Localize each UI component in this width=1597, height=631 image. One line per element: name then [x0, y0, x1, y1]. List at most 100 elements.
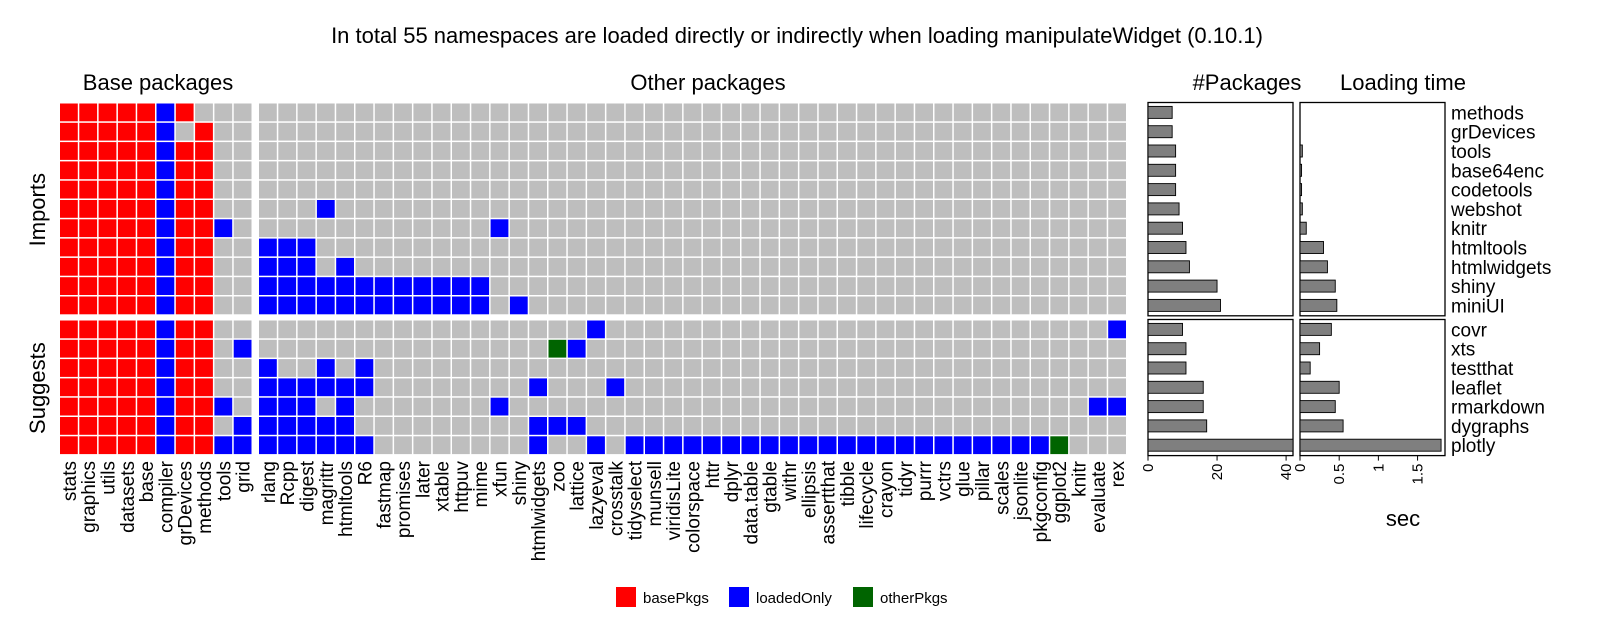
- cell-leaflet-R6: [355, 378, 374, 397]
- cell-xts-scales: [992, 339, 1011, 358]
- bar-n-packages-base64enc: [1147, 163, 1177, 177]
- column-label-tools: tools: [214, 461, 235, 501]
- cell-htmltools-methods: [195, 238, 213, 257]
- cell-htmlwidgets-ggplot2: [1050, 257, 1069, 276]
- cell-xts-lazyeval: [587, 339, 605, 358]
- cell-leaflet-viridisLite: [664, 378, 683, 397]
- cell-miniUI-gtable: [760, 296, 779, 315]
- cell-rmarkdown-xtable: [432, 397, 451, 416]
- cell-methods-gtable: [760, 103, 779, 122]
- bar-loading-time-htmltools: [1299, 241, 1324, 254]
- column-label-purrr: purrr: [915, 460, 936, 501]
- cell-miniUI-jsonlite: [1011, 296, 1030, 315]
- cell-grDevices-stats: [60, 122, 78, 141]
- cell-miniUI-viridisLite: [664, 296, 683, 315]
- cell-base64enc-vctrs: [934, 161, 953, 180]
- cell-shiny-zoo: [548, 277, 567, 295]
- bar-n-packages-codetools: [1147, 183, 1177, 197]
- cell-plotly-pkgconfig: [1031, 436, 1049, 455]
- cell-webshot-dplyr: [722, 200, 740, 218]
- cell-grDevices-htmlwidgets: [529, 122, 547, 141]
- cell-htmltools-base: [137, 238, 155, 257]
- cell-tools-crosstalk: [606, 142, 625, 160]
- cell-plotly-ellipsis: [799, 436, 818, 455]
- bar-n-packages-webshot: [1147, 202, 1180, 216]
- cell-webshot-grid: [233, 200, 252, 218]
- cell-tools-datasets: [117, 142, 136, 160]
- cell-shiny-gtable: [760, 277, 779, 295]
- cell-htmlwidgets-lifecycle: [857, 257, 876, 276]
- column-label-tidyr: tidyr: [896, 460, 917, 497]
- cell-dygraphs-lazyeval: [587, 417, 605, 435]
- cell-codetools-pkgconfig: [1031, 180, 1049, 199]
- cell-grDevices-grDevices: [175, 122, 194, 141]
- cell-codetools-magrittr: [316, 180, 335, 199]
- cell-tools-jsonlite: [1011, 142, 1030, 160]
- cell-dygraphs-httpuv: [452, 417, 470, 435]
- column-label-httr: httr: [703, 460, 724, 488]
- cell-methods-data.table: [741, 103, 760, 122]
- cell-grDevices-crosstalk: [606, 122, 625, 141]
- cell-htmltools-shiny: [509, 238, 528, 257]
- cell-methods-tidyr: [895, 103, 914, 122]
- cell-methods-promises: [394, 103, 412, 122]
- cell-webshot-tidyr: [895, 200, 914, 218]
- cell-testthat-tools: [214, 359, 233, 377]
- column-label-grDevices: grDevices: [176, 461, 197, 545]
- cell-webshot-lifecycle: [857, 200, 876, 218]
- cell-plotly-mime: [471, 436, 490, 455]
- cell-shiny-httr: [702, 277, 721, 295]
- cell-leaflet-tidyr: [895, 378, 914, 397]
- cell-codetools-base: [137, 180, 155, 199]
- cell-methods-magrittr: [316, 103, 335, 122]
- group-label-imports: Imports: [25, 173, 50, 246]
- cell-rmarkdown-scales: [992, 397, 1011, 416]
- cell-dygraphs-utils: [98, 417, 117, 435]
- cell-plotly-xfun: [490, 436, 509, 455]
- cell-methods-fastmap: [374, 103, 393, 122]
- cell-grDevices-compiler: [156, 122, 175, 141]
- cell-miniUI-htmlwidgets: [529, 296, 547, 315]
- cell-base64enc-lattice: [567, 161, 586, 180]
- cell-leaflet-datasets: [117, 378, 136, 397]
- cell-htmlwidgets-jsonlite: [1011, 257, 1030, 276]
- row-label-tools: tools: [1451, 142, 1491, 163]
- cell-tools-digest: [297, 142, 316, 160]
- cell-dygraphs-knitr: [1069, 417, 1088, 435]
- cell-webshot-ggplot2: [1050, 200, 1069, 218]
- cell-base64enc-assertthat: [818, 161, 837, 180]
- cell-htmltools-xtable: [432, 238, 451, 257]
- cell-htmlwidgets-rlang: [259, 257, 277, 276]
- cell-htmltools-grid: [233, 238, 252, 257]
- cell-htmltools-stats: [60, 238, 78, 257]
- cell-methods-R6: [355, 103, 374, 122]
- cell-shiny-pkgconfig: [1031, 277, 1049, 295]
- cell-testthat-scales: [992, 359, 1011, 377]
- cell-knitr-jsonlite: [1011, 219, 1030, 238]
- cell-webshot-shiny: [509, 200, 528, 218]
- cell-miniUI-pillar: [973, 296, 991, 315]
- cell-base64enc-colorspace: [683, 161, 702, 180]
- cell-rmarkdown-assertthat: [818, 397, 837, 416]
- cell-methods-base: [137, 103, 155, 122]
- column-label-xfun: xfun: [491, 461, 512, 497]
- cell-grDevices-data.table: [741, 122, 760, 141]
- cell-htmltools-data.table: [741, 238, 760, 257]
- cell-plotly-compiler: [156, 436, 175, 455]
- tick-label-loading-time-1.5: 1.5: [1410, 464, 1427, 485]
- cell-xts-htmlwidgets: [529, 339, 547, 358]
- cell-tools-scales: [992, 142, 1011, 160]
- cell-covr-viridisLite: [664, 320, 683, 339]
- cell-xts-shiny: [509, 339, 528, 358]
- cell-knitr-assertthat: [818, 219, 837, 238]
- column-label-lattice: lattice: [568, 461, 589, 511]
- cell-grDevices-base: [137, 122, 155, 141]
- cell-miniUI-xtable: [432, 296, 451, 315]
- cell-rmarkdown-Rcpp: [278, 397, 297, 416]
- legend-swatch-basePkgs: [616, 587, 636, 607]
- cell-grDevices-graphics: [79, 122, 98, 141]
- cell-tools-promises: [394, 142, 412, 160]
- bar-loading-time-leaflet: [1299, 380, 1340, 394]
- cell-htmlwidgets-grid: [233, 257, 252, 276]
- cell-xts-purrr: [915, 339, 933, 358]
